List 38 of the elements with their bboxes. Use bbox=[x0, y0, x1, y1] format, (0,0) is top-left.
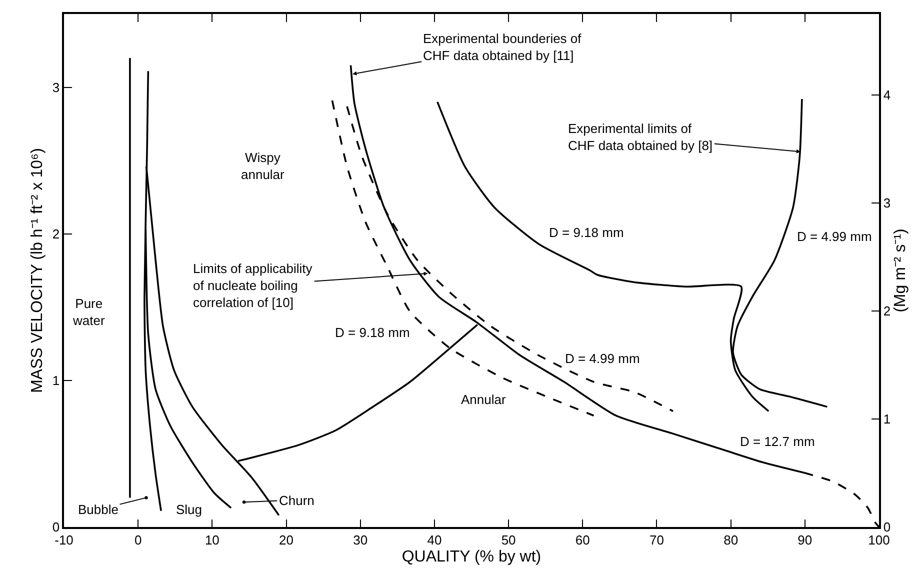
x-tick-label: 80 bbox=[724, 532, 738, 548]
x-tick-label: 50 bbox=[501, 532, 516, 548]
x-tick-label: 0 bbox=[134, 532, 142, 548]
annotation: D = 9.18 mm bbox=[335, 325, 410, 340]
x-axis-title: QUALITY (% by wt) bbox=[402, 548, 542, 566]
x-tick-label: 70 bbox=[649, 532, 664, 548]
y-axis-title: MASS VELOCITY (lb h⁻¹ ft⁻² x 10⁶) bbox=[28, 148, 46, 393]
x-tick-label: 40 bbox=[427, 532, 442, 548]
annotation: Experimental limits of CHF data obtained by [8] bbox=[568, 121, 713, 153]
annotation: Limits of applicability of nucleate boiling correlation of [10] bbox=[193, 261, 313, 310]
annotation: Wispy annular bbox=[241, 150, 286, 182]
y-tick-label: 0 bbox=[52, 520, 60, 535]
x-tick-label: -10 bbox=[54, 532, 74, 548]
y-tick-label: 3 bbox=[52, 80, 60, 95]
x-tick-label: 10 bbox=[204, 532, 220, 548]
x-tick-label: 90 bbox=[798, 532, 812, 548]
y2-tick-label: 0 bbox=[883, 520, 891, 535]
y2-tick-label: 3 bbox=[883, 196, 891, 211]
x-tick-label: 30 bbox=[353, 532, 368, 548]
annotation: Slug bbox=[176, 502, 202, 517]
x-tick-label: 100 bbox=[868, 532, 890, 548]
annotation: Bubble bbox=[78, 502, 118, 517]
annotation: Experimental bounderies of CHF data obtained by [11] bbox=[423, 31, 582, 63]
x-tick-label: 20 bbox=[279, 532, 294, 548]
annotation: Annular bbox=[461, 392, 506, 407]
y-tick-label: 1 bbox=[52, 372, 60, 388]
annotation: D = 4.99 mm bbox=[565, 351, 640, 366]
annotation: D = 12.7 mm bbox=[740, 434, 815, 449]
annotation: D = 4.99 mm bbox=[797, 229, 872, 244]
x-tick-label: 60 bbox=[575, 532, 590, 548]
y-tick-label: 2 bbox=[52, 226, 60, 242]
annotation: D = 9.18 mm bbox=[549, 225, 624, 240]
y2-tick-label: 4 bbox=[883, 88, 891, 103]
y2-tick-label: 1 bbox=[883, 412, 891, 427]
y2-axis-title: (Mg m⁻² s⁻¹) bbox=[892, 228, 909, 312]
annotation: Churn bbox=[279, 493, 314, 508]
annotation: Pure water bbox=[72, 296, 106, 328]
y2-tick-label: 2 bbox=[883, 304, 891, 319]
